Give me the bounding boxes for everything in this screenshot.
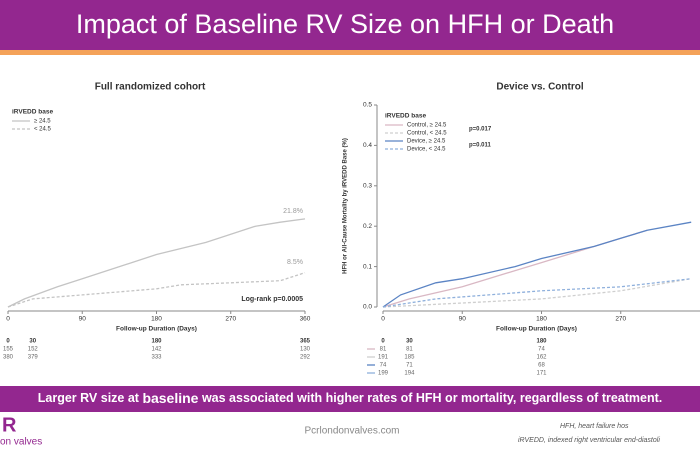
footnote: HFH, heart failure hos: [560, 423, 629, 430]
series-line: [382, 278, 692, 308]
header-rule: [0, 50, 700, 55]
x-axis-label: Follow-up Duration (Days): [496, 326, 577, 333]
risk-time: 180: [536, 339, 547, 345]
banner-text: Larger RV size at baseline was associate…: [38, 390, 663, 406]
x-tick-label: 180: [151, 316, 162, 323]
y-tick-label: 0.2: [363, 223, 372, 230]
chart-title: Full randomized cohort: [95, 82, 206, 93]
slide-title: Impact of Baseline RV Size on HFH or Dea…: [76, 9, 614, 39]
series-line: [7, 272, 306, 308]
x-tick-label: 90: [459, 316, 467, 323]
y-tick-label: 0.4: [363, 142, 372, 149]
banner-emph: baseline: [142, 390, 198, 406]
risk-time: 180: [151, 339, 162, 345]
footnote: iRVEDD, indexed right ventricular end-di…: [518, 437, 660, 444]
x-tick-label: 0: [6, 316, 10, 323]
series-line: [382, 278, 692, 308]
risk-count: 71: [406, 363, 413, 369]
x-tick-label: 90: [79, 316, 87, 323]
risk-count: 155: [3, 347, 14, 353]
banner-part: Larger RV size at: [38, 391, 143, 405]
legend-label: Device, < 24.5: [407, 147, 446, 153]
legend-label: Control, ≥ 24.5: [407, 123, 447, 129]
y-tick-label: 0.5: [363, 102, 372, 109]
annotation: Log-rank p=0.0005: [241, 296, 303, 303]
risk-count: 191: [378, 355, 389, 361]
risk-count: 333: [151, 355, 162, 361]
x-tick-label: 270: [615, 316, 626, 323]
annotation: 8.5%: [287, 259, 303, 266]
series-line: [382, 221, 692, 308]
risk-time: 0: [381, 339, 385, 345]
risk-time: 30: [406, 339, 413, 345]
legend-title: iRVEDD base: [385, 113, 426, 120]
risk-count: 171: [536, 371, 547, 377]
risk-count: 379: [28, 355, 39, 361]
y-tick-label: 0.1: [363, 263, 372, 270]
logo-letter: R: [2, 414, 17, 436]
p-value: p=0.017: [469, 127, 492, 133]
risk-count: 81: [380, 347, 387, 353]
risk-time: 0: [6, 339, 10, 345]
website: Pcrlondonvalves.com: [304, 426, 399, 437]
risk-count: 81: [406, 347, 413, 353]
logo-text: on valves: [0, 437, 42, 448]
p-value: p=0.011: [469, 143, 492, 149]
risk-time: 365: [300, 339, 311, 345]
risk-count: 130: [300, 347, 311, 353]
x-axis-label: Follow-up Duration (Days): [116, 326, 197, 333]
banner-part: was associated with higher rates of HFH …: [198, 391, 662, 405]
y-tick-label: 0.0: [363, 304, 372, 311]
chart-title: Device vs. Control: [496, 82, 583, 93]
risk-count: 380: [3, 355, 14, 361]
x-tick-label: 270: [225, 316, 236, 323]
risk-count: 162: [536, 355, 547, 361]
header-band: [0, 0, 700, 50]
legend-label: ≥ 24.5: [34, 119, 51, 125]
banner: [0, 386, 700, 412]
risk-count: 199: [378, 371, 389, 377]
x-tick-label: 360: [300, 316, 311, 323]
y-tick-label: 0.3: [363, 183, 372, 190]
risk-count: 152: [28, 347, 39, 353]
legend-label: < 24.5: [34, 127, 52, 133]
risk-count: 142: [151, 347, 162, 353]
risk-count: 292: [300, 355, 311, 361]
legend-label: Device, ≥ 24.5: [407, 139, 446, 145]
legend-title: iRVEDD base: [12, 109, 53, 116]
annotation: 21.8%: [283, 208, 303, 215]
risk-count: 74: [538, 347, 545, 353]
risk-count: 185: [404, 355, 415, 361]
risk-count: 68: [538, 363, 545, 369]
risk-count: 74: [380, 363, 387, 369]
x-tick-label: 180: [536, 316, 547, 323]
risk-time: 30: [29, 339, 36, 345]
risk-count: 194: [404, 371, 415, 377]
legend-label: Control, < 24.5: [407, 131, 447, 137]
y-axis-label: HFH or All-Cause Mortality by iRVEDD Bas…: [343, 138, 349, 274]
series-line: [7, 218, 306, 308]
x-tick-label: 0: [381, 316, 385, 323]
